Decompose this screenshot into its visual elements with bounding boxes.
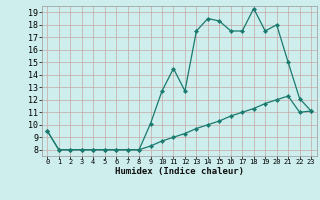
X-axis label: Humidex (Indice chaleur): Humidex (Indice chaleur) bbox=[115, 167, 244, 176]
